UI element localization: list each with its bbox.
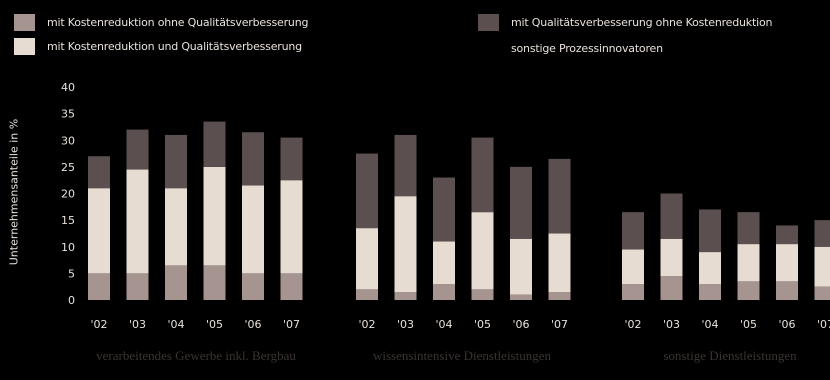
bar-segment: [356, 228, 378, 290]
group-label-manufacturing: verarbeitendes Gewerbe inkl. Bergbau: [96, 348, 296, 363]
x-tick-label: '05: [474, 318, 491, 331]
legend-item-cost-and-quality: mit Kostenreduktion und Qualitätsverbess…: [14, 38, 302, 55]
legend-swatch: [478, 14, 499, 31]
bar-segment: [699, 209, 721, 253]
bar-segment: [699, 284, 721, 300]
bar-segment: [126, 169, 149, 274]
bar-segment: [356, 153, 378, 229]
x-tick-label: '07: [551, 318, 568, 331]
y-tick-label: 20: [61, 188, 75, 201]
bar-segment: [280, 137, 303, 181]
bar-segment: [737, 244, 760, 282]
bar-segment: [510, 166, 532, 239]
x-tick-label: '07: [283, 318, 300, 331]
bar-segment: [165, 134, 187, 189]
bar-segment: [660, 238, 683, 277]
bar-segment: [394, 292, 417, 300]
bar-segment: [776, 225, 798, 245]
y-tick-label: 40: [61, 81, 75, 94]
legend-label: mit Kostenreduktion und Qualitätsverbess…: [47, 40, 302, 53]
x-tick-label: '04: [167, 318, 184, 331]
bar-segment: [660, 276, 683, 300]
bar-segment: [622, 284, 644, 300]
bar-segment: [548, 158, 571, 234]
x-tick-label: '06: [778, 318, 795, 331]
bar-segment: [776, 281, 798, 300]
bar-segment: [776, 244, 798, 282]
bar-segment: [737, 212, 760, 245]
legend-item-other-innovators: sonstige Prozessinnovatoren: [478, 40, 663, 57]
bar-segment: [510, 294, 532, 300]
bar-segment: [548, 233, 571, 293]
bar-segment: [356, 289, 378, 300]
bar-segment: [510, 238, 532, 295]
bar-segment: [471, 212, 494, 290]
bar-segment: [242, 132, 264, 186]
legend-item-cost-reduction-only: mit Kostenreduktion ohne Qualitätsverbes…: [14, 14, 308, 31]
legend-swatch: [14, 14, 35, 31]
bar-segment: [88, 273, 110, 300]
x-tick-label: '05: [740, 318, 757, 331]
x-tick-label: '02: [90, 318, 107, 331]
bar-segment: [471, 289, 494, 300]
y-tick-label: 35: [61, 108, 75, 121]
x-tick-label: '03: [129, 318, 146, 331]
bar-segment: [126, 273, 149, 300]
bar-segment: [203, 265, 226, 300]
bar-segment: [433, 177, 455, 242]
legend-label: sonstige Prozessinnovatoren: [511, 42, 663, 55]
x-tick-label: '03: [397, 318, 414, 331]
y-tick-label: 25: [61, 161, 75, 174]
x-tick-label: '05: [206, 318, 223, 331]
bar-segment: [165, 265, 187, 300]
bar-segment: [548, 292, 571, 300]
bar-segment: [242, 273, 264, 300]
group-label-knowledge-services: wissensintensive Dienstleistungen: [372, 348, 551, 363]
bar-segment: [814, 246, 830, 287]
bar-segment: [126, 129, 149, 170]
x-tick-label: '03: [663, 318, 680, 331]
y-tick-label: 5: [68, 267, 75, 280]
y-tick-label: 15: [61, 214, 75, 227]
bar-segment: [203, 166, 226, 266]
bar-segment: [622, 249, 644, 285]
bar-segment: [394, 134, 417, 197]
x-tick-label: '07: [817, 318, 830, 331]
bar-segment: [88, 156, 110, 189]
bar-segment: [433, 284, 455, 300]
legend-label: mit Qualitätsverbesserung ohne Kostenred…: [511, 16, 773, 29]
bar-segment: [394, 196, 417, 293]
bar-segment: [280, 180, 303, 274]
x-tick-label: '02: [624, 318, 641, 331]
x-tick-label: '06: [244, 318, 261, 331]
bar-segment: [165, 188, 187, 266]
bar-segment: [242, 185, 264, 274]
y-tick-label: 0: [68, 294, 75, 307]
bar-segment: [88, 188, 110, 274]
bar-segment: [203, 121, 226, 167]
bar-segment: [622, 212, 644, 250]
bar-segment: [814, 220, 830, 247]
x-tick-label: '06: [512, 318, 529, 331]
bar-segment: [814, 286, 830, 300]
group-label-other-services: sonstige Dienstleistungen: [663, 348, 797, 363]
legend-swatch: [14, 38, 35, 55]
bar-segment: [699, 252, 721, 285]
x-tick-label: '02: [358, 318, 375, 331]
bar-segment: [471, 137, 494, 213]
legend-label: mit Kostenreduktion ohne Qualitätsverbes…: [47, 16, 309, 29]
y-tick-label: 10: [61, 241, 75, 254]
legend-item-quality-only: mit Qualitätsverbesserung ohne Kostenred…: [478, 14, 772, 31]
bar-segment: [737, 281, 760, 300]
bar-segment: [660, 193, 683, 239]
x-tick-label: '04: [701, 318, 718, 331]
bar-segment: [433, 241, 455, 285]
x-tick-label: '04: [435, 318, 452, 331]
bar-segment: [280, 273, 303, 300]
y-tick-label: 30: [61, 134, 75, 147]
